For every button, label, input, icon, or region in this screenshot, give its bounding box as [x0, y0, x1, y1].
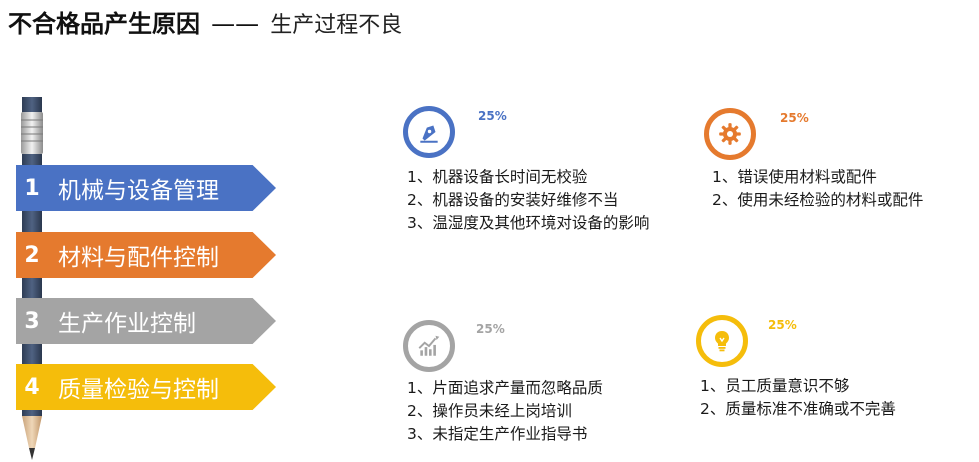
- page-title: 不合格品产生原因 —— 生产过程不良: [8, 4, 402, 40]
- pencil-graphic: [21, 97, 43, 460]
- list-item: 3、未指定生产作业指导书: [407, 425, 588, 443]
- category-label: 质量检验与控制: [58, 377, 219, 403]
- list-item: 2、质量标准不准确或不完善: [700, 400, 896, 418]
- cause-list-materials: 1、错误使用材料或配件 2、使用未经检验的材料或配件: [712, 166, 923, 212]
- category-number: 2: [24, 242, 40, 268]
- list-item: 3、温湿度及其他环境对设备的影响: [407, 214, 650, 232]
- percent-label: 25%: [780, 111, 809, 125]
- lightbulb-icon: [696, 315, 748, 367]
- cause-list-production: 1、片面追求产量而忽略品质 2、操作员未经上岗培训 3、未指定生产作业指导书: [407, 377, 603, 446]
- cause-list-inspection: 1、员工质量意识不够 2、质量标准不准确或不完善: [700, 375, 896, 421]
- percent-label: 25%: [768, 318, 797, 332]
- category-production-operation: 3 生产作业控制: [16, 298, 276, 344]
- pen-nib-icon: [403, 106, 455, 158]
- percent-label: 25%: [476, 322, 505, 336]
- list-item: 1、机器设备长时间无校验: [407, 168, 588, 186]
- category-mechanical-equipment: 1 机械与设备管理: [16, 165, 276, 211]
- list-item: 2、使用未经检验的材料或配件: [712, 191, 924, 209]
- category-label: 生产作业控制: [58, 311, 196, 337]
- title-main: 不合格品产生原因: [8, 10, 200, 38]
- gear-icon: [704, 108, 756, 160]
- category-label: 机械与设备管理: [58, 178, 219, 204]
- list-item: 1、片面追求产量而忽略品质: [407, 379, 603, 397]
- category-number: 3: [24, 308, 40, 334]
- category-label: 材料与配件控制: [58, 245, 219, 271]
- category-number: 1: [24, 175, 40, 201]
- list-item: 1、错误使用材料或配件: [712, 168, 877, 186]
- category-materials-parts: 2 材料与配件控制: [16, 232, 276, 278]
- list-item: 2、机器设备的安装好维修不当: [407, 191, 619, 209]
- list-item: 1、员工质量意识不够: [700, 377, 850, 395]
- title-dash: ——: [211, 10, 260, 38]
- cause-list-equipment: 1、机器设备长时间无校验 2、机器设备的安装好维修不当 3、温湿度及其他环境对设…: [407, 166, 652, 235]
- title-subtitle: 生产过程不良: [270, 13, 403, 38]
- chart-growth-icon: [403, 320, 455, 372]
- category-quality-inspection: 4 质量检验与控制: [16, 364, 276, 410]
- list-item: 2、操作员未经上岗培训: [407, 402, 572, 420]
- percent-label: 25%: [478, 109, 507, 123]
- category-number: 4: [24, 374, 40, 400]
